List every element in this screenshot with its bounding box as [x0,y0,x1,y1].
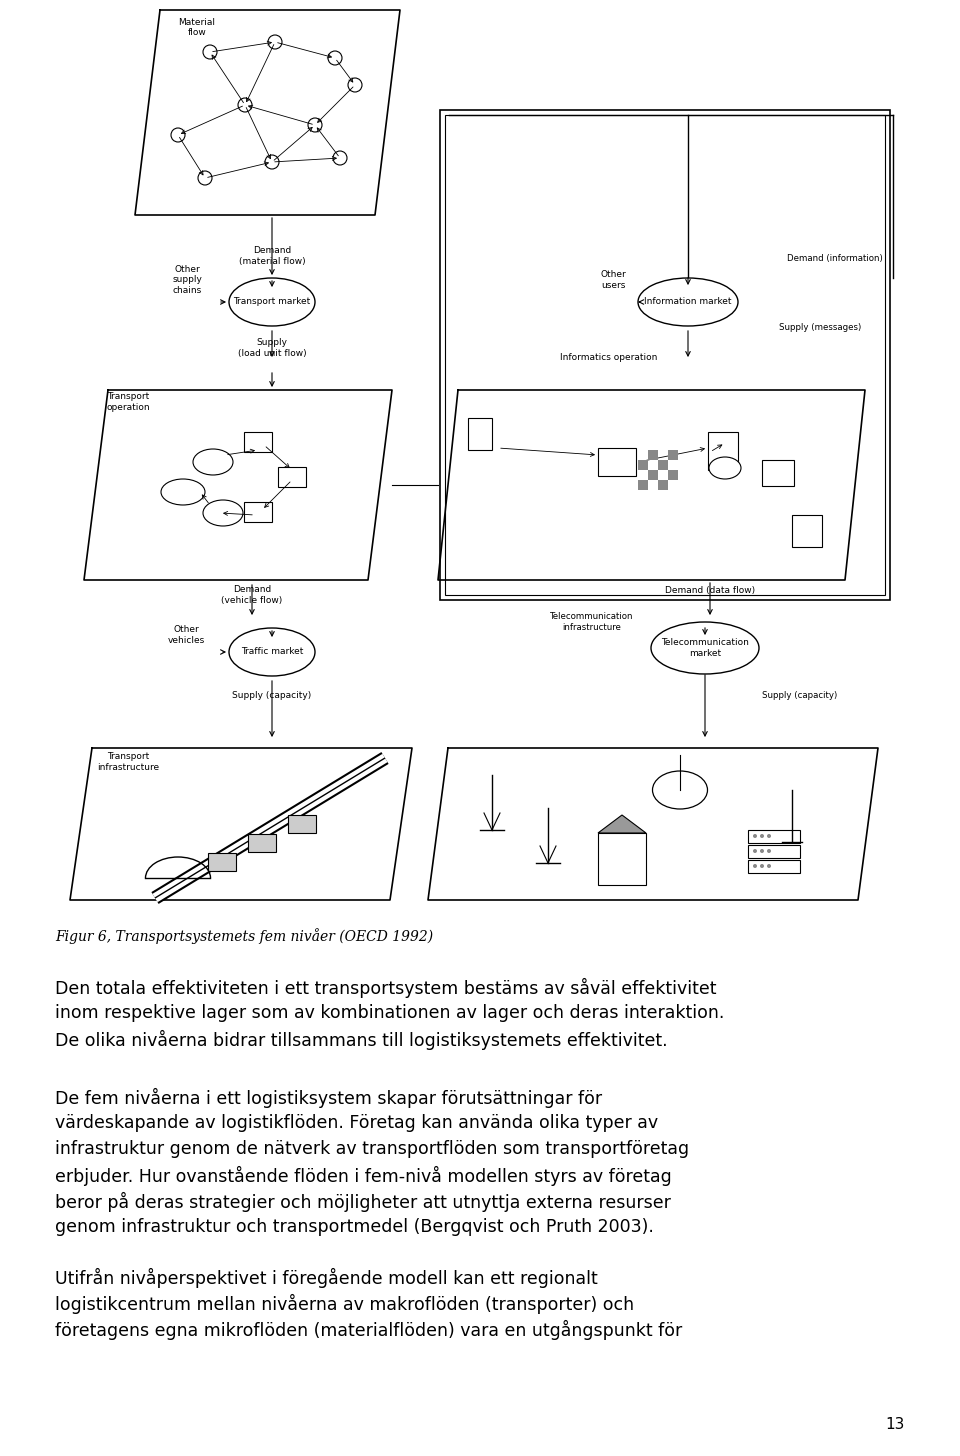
Text: företagens egna mikroflöden (materialflöden) vara en utgångspunkt för: företagens egna mikroflöden (materialflö… [55,1321,683,1340]
Circle shape [760,849,764,853]
Circle shape [767,863,771,868]
Circle shape [265,154,279,169]
Bar [248,834,276,852]
Bar [244,432,272,451]
Text: De olika nivåerna bidrar tillsammans till logistiksystemets effektivitet.: De olika nivåerna bidrar tillsammans til… [55,1029,667,1050]
Ellipse shape [653,772,708,810]
Circle shape [171,128,185,143]
Bar [598,833,646,885]
Text: Supply (messages): Supply (messages) [779,323,861,332]
Circle shape [268,35,282,50]
Circle shape [308,118,322,132]
Bar [468,418,492,450]
Text: infrastruktur genom de nätverk av transportflöden som transportföretag: infrastruktur genom de nätverk av transp… [55,1140,689,1158]
Bar [708,432,738,470]
Circle shape [760,834,764,839]
Text: erbjuder. Hur ovanstående flöden i fem-nivå modellen styrs av företag: erbjuder. Hur ovanstående flöden i fem-n… [55,1166,672,1187]
Ellipse shape [229,278,315,326]
Text: Information market: Information market [644,297,732,307]
Text: beror på deras strategier och möjligheter att utnyttja externa resurser: beror på deras strategier och möjlighete… [55,1192,671,1211]
Text: Supply
(load unit flow): Supply (load unit flow) [238,338,306,358]
Text: logistikcentrum mellan nivåerna av makroflöden (transporter) och: logistikcentrum mellan nivåerna av makro… [55,1294,635,1315]
Text: Transport
infrastructure: Transport infrastructure [97,753,159,772]
Text: Transport
operation: Transport operation [107,392,150,412]
Polygon shape [598,815,646,833]
Circle shape [333,151,347,165]
Bar [748,860,800,874]
Bar [638,460,648,470]
Bar [658,460,668,470]
Bar [748,830,800,843]
Circle shape [753,863,757,868]
Text: Utifrån nivåperspektivet i föregående modell kan ett regionalt: Utifrån nivåperspektivet i föregående mo… [55,1268,598,1289]
Text: Telecommunication
infrastructure: Telecommunication infrastructure [550,613,634,632]
Circle shape [760,863,764,868]
Circle shape [753,849,757,853]
Bar [278,467,306,486]
Text: Den totala effektiviteten i ett transportsystem bestäms av såväl effektivitet: Den totala effektiviteten i ett transpor… [55,978,716,997]
Text: inom respektive lager som av kombinationen av lager och deras interaktion.: inom respektive lager som av kombination… [55,1005,725,1022]
Text: genom infrastruktur och transportmedel (Bergqvist och Pruth 2003).: genom infrastruktur och transportmedel (… [55,1219,654,1236]
Circle shape [328,51,342,66]
Text: Other
vehicles: Other vehicles [167,625,204,645]
Ellipse shape [651,622,759,674]
Text: Demand
(material flow): Demand (material flow) [239,246,305,265]
Ellipse shape [203,499,243,526]
Bar [244,502,272,523]
Text: Figur 6, Transportsystemets fem nivåer (OECD 1992): Figur 6, Transportsystemets fem nivåer (… [55,927,433,943]
Text: De fem nivåerna i ett logistiksystem skapar förutsättningar för: De fem nivåerna i ett logistiksystem ska… [55,1088,602,1108]
Bar [638,480,648,491]
Bar [658,480,668,491]
Text: Supply (capacity): Supply (capacity) [762,690,838,699]
Text: Informatics operation: Informatics operation [560,354,658,363]
Text: Telecommunication
market: Telecommunication market [661,638,749,658]
Text: Other
supply
chains: Other supply chains [172,265,202,296]
Text: värdeskapande av logistikflöden. Företag kan använda olika typer av: värdeskapande av logistikflöden. Företag… [55,1114,659,1131]
Circle shape [753,834,757,839]
Bar [792,515,822,547]
Ellipse shape [193,448,233,475]
Text: Other
users: Other users [600,271,626,290]
Bar [762,460,794,486]
Bar [648,450,658,460]
Circle shape [203,45,217,60]
Text: Traffic market: Traffic market [241,648,303,657]
Bar [668,470,678,480]
Ellipse shape [709,457,741,479]
Text: Demand
(vehicle flow): Demand (vehicle flow) [222,585,282,604]
Text: 13: 13 [886,1417,905,1433]
Ellipse shape [638,278,738,326]
Text: Supply (capacity): Supply (capacity) [232,690,312,699]
Ellipse shape [161,479,205,505]
Bar [668,450,678,460]
Circle shape [348,79,362,92]
Circle shape [198,170,212,185]
Bar [445,115,885,596]
Text: Demand (information): Demand (information) [787,253,883,262]
Bar [288,815,316,833]
Text: Transport market: Transport market [233,297,311,307]
Text: Material
flow: Material flow [179,17,215,38]
Circle shape [767,849,771,853]
Bar [598,448,636,476]
Circle shape [238,98,252,112]
Ellipse shape [229,628,315,676]
Text: Demand (data flow): Demand (data flow) [665,585,756,594]
Bar [440,111,890,600]
Circle shape [767,834,771,839]
Bar [648,470,658,480]
Bar [208,853,236,871]
Bar [748,844,800,858]
